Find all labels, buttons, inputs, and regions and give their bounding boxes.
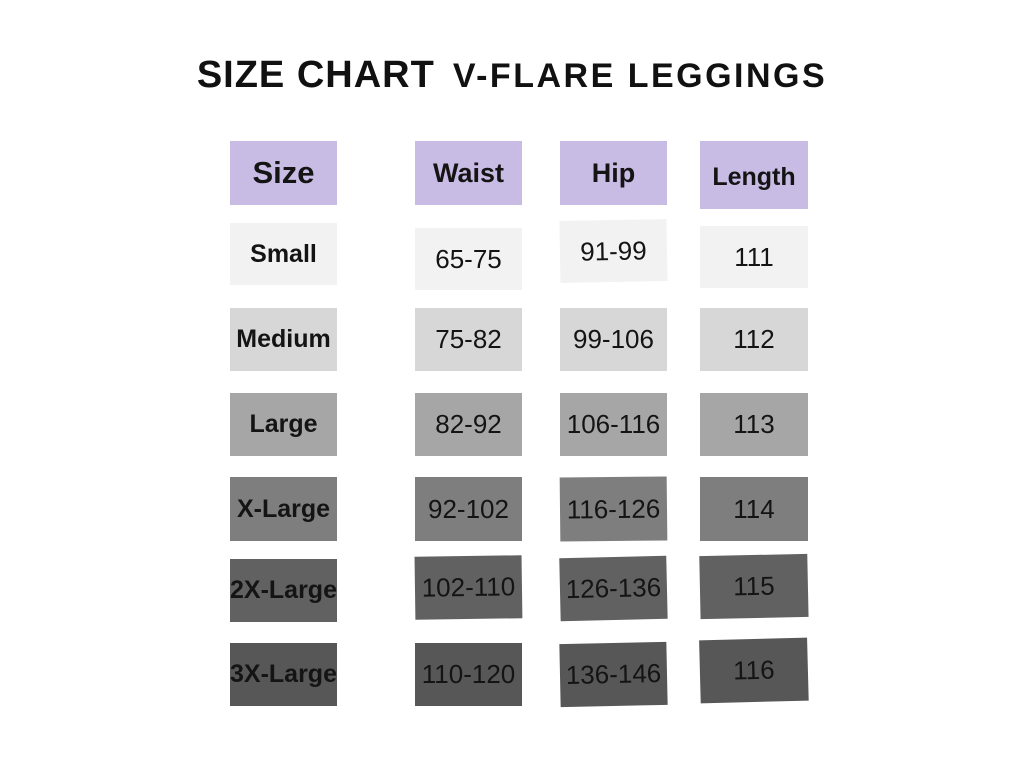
cell-3x-large-hip: 136-146 (559, 641, 668, 708)
row-label-2x-large: 2X-Large (230, 559, 337, 622)
cell-x-large-waist: 92-102 (415, 477, 522, 541)
cell-x-large-hip: 116-126 (559, 476, 668, 542)
title-product-name: V-FLARE LEGGINGS (452, 57, 828, 95)
header-cell-waist: Waist (415, 141, 522, 205)
header-cell-hip: Hip (560, 141, 667, 205)
cell-x-large-length: 114 (700, 477, 808, 541)
cell-large-length: 113 (700, 393, 808, 456)
cell-2x-large-waist: 102-110 (414, 555, 523, 620)
cell-small-waist: 65-75 (415, 228, 522, 290)
title-size-chart: SIZE CHART (196, 54, 435, 96)
cell-large-waist: 82-92 (415, 393, 522, 456)
row-label-large: Large (230, 393, 337, 456)
row-label-small: Small (230, 223, 337, 285)
header-cell-length: Length (700, 141, 808, 209)
header-cell-size: Size (230, 141, 337, 205)
row-label-medium: Medium (230, 308, 337, 371)
row-label-x-large: X-Large (230, 477, 337, 541)
row-label-3x-large: 3X-Large (230, 643, 337, 706)
cell-small-length: 111 (700, 226, 808, 288)
cell-medium-hip: 99-106 (560, 308, 667, 371)
cell-medium-length: 112 (700, 308, 808, 371)
cell-3x-large-waist: 110-120 (415, 643, 522, 706)
cell-2x-large-hip: 126-136 (559, 555, 668, 622)
page-title: SIZE CHART V-FLARE LEGGINGS (0, 54, 1024, 97)
cell-medium-waist: 75-82 (415, 308, 522, 371)
cell-2x-large-length: 115 (699, 553, 809, 620)
cell-large-hip: 106-116 (560, 393, 667, 456)
cell-3x-large-length: 116 (699, 637, 809, 704)
cell-small-hip: 91-99 (559, 219, 668, 283)
